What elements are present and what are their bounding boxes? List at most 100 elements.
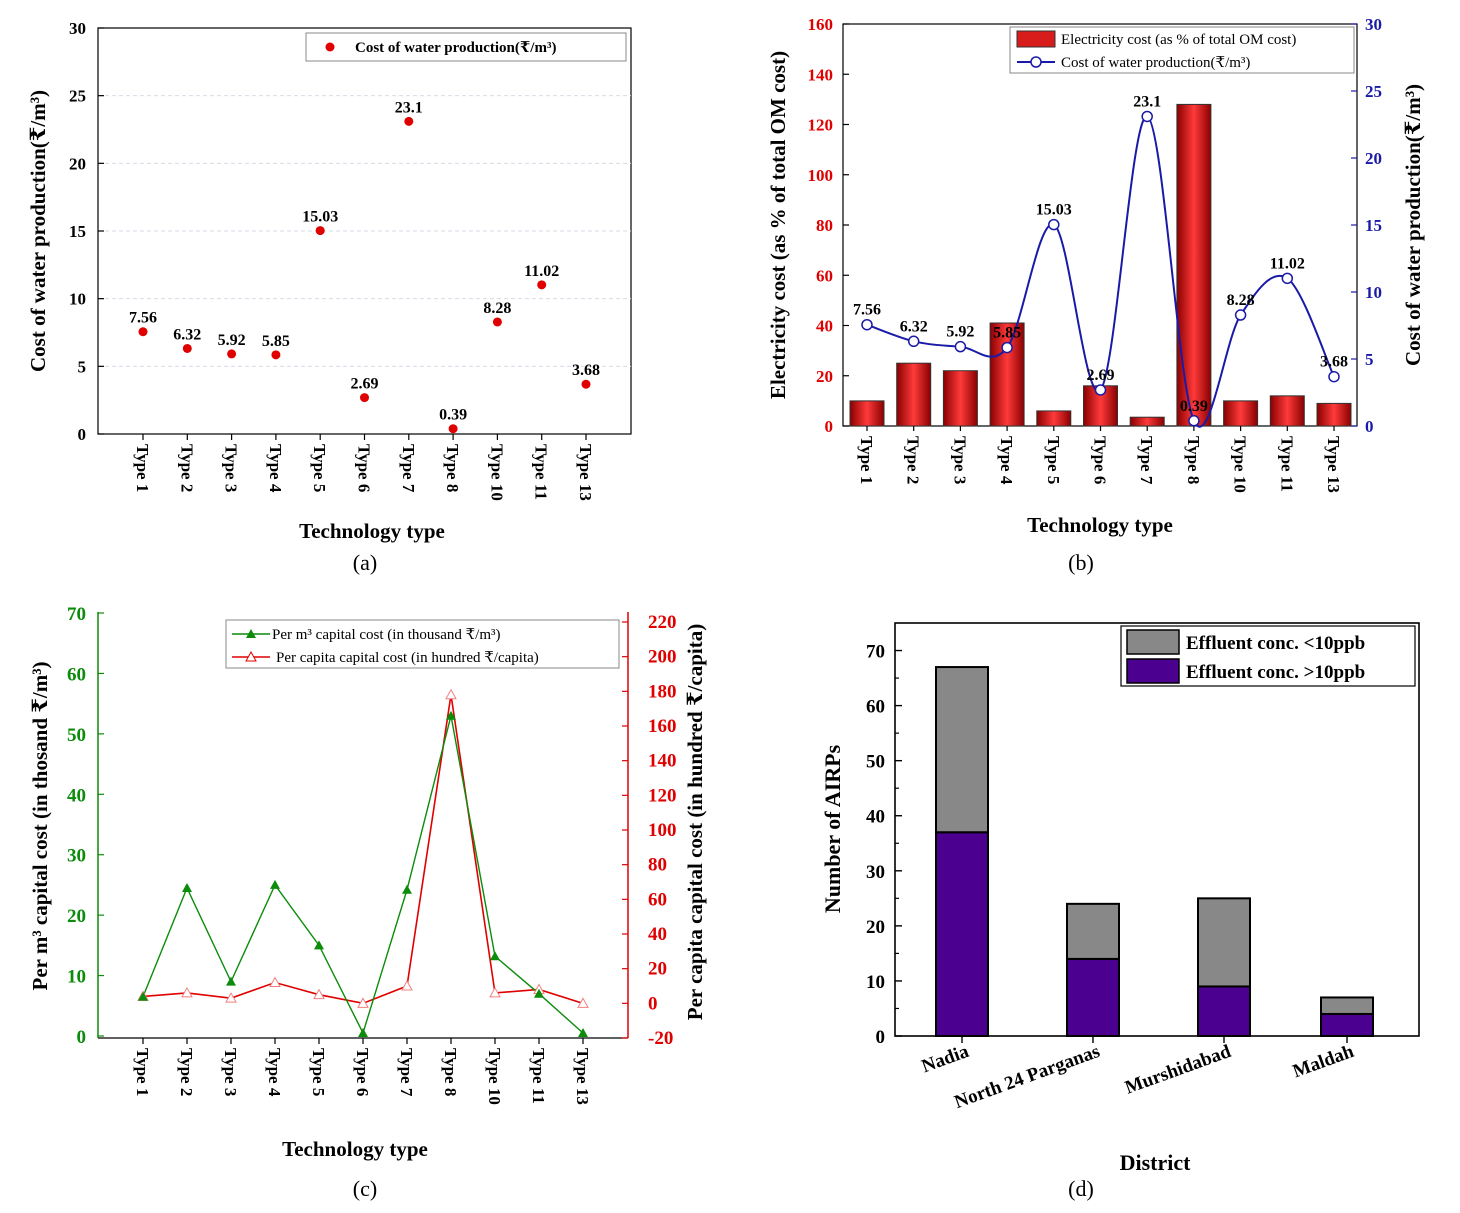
panel-d-bar-above-10ppb [935,831,989,1038]
panel-d-xtick-label: Maldah [1290,1041,1357,1083]
panel-a-data-label: 2.69 [351,376,379,393]
panel-c-legend-red-label: Per capita capital cost (in hundred ₹/ca… [276,650,539,666]
panel-b-line-point [1094,384,1107,396]
panel-b-line-point [907,335,920,348]
panel-b-bar [1316,402,1352,427]
panel-b: 0 20 40 60 80 100 120 140 160 0 5 10 15 20 25 30 7.56 6… [766,15,1425,575]
panel-c-ytick-label: 20 [67,906,86,927]
panel-d-bar-below-10ppb [935,666,989,834]
panel-c-xtick-label: Type 1 [133,1048,152,1096]
panel-c-xtick-label: Type 7 [397,1048,416,1097]
panel-b-ytick-label: 80 [816,216,833,235]
panel-b-data-label: 8.28 [1227,292,1255,309]
panel-b-line-point [1234,309,1247,321]
panel-c-xlabel: Technology type [282,1137,428,1161]
panel-b-xtick-label: Type 2 [904,436,923,484]
panel-a-data-label: 6.32 [173,326,201,343]
panel-b-ytick-right-label: 0 [1365,417,1374,436]
panel-c-per-m3-marker [226,976,236,986]
panel-b-data-label: 5.85 [993,325,1021,342]
panel-a-data-point [182,343,192,353]
panel-d-legend-purple-swatch [1126,658,1180,684]
panel-a-legend-marker [325,42,335,52]
panel-a-ytick-label: 15 [69,222,86,241]
panel-a-data-point [492,317,502,327]
panel-b-ytick-label: 60 [816,266,833,285]
panel-d-xtick-label: Nadia [919,1041,972,1078]
panel-b-ytick-label: 140 [808,65,834,84]
panel-a-xtick-label: Type 8 [443,444,462,492]
panel-c-ytick-label: 70 [67,604,86,625]
panel-d-ytick-label: 40 [866,807,885,828]
panel-a-data-label: 15.03 [302,209,338,226]
panel-b-ytick-right-label: 15 [1365,216,1382,235]
panel-b-ytick-right-label: 25 [1365,82,1382,101]
panel-d-ytick-label: 0 [876,1027,886,1048]
panel-d-legend-purple-label: Effluent conc. >10ppb [1186,662,1365,683]
panel-c-ytick-right-label: 200 [648,647,677,668]
panel-d-xtick-label: North 24 Parganas [952,1041,1103,1113]
panel-a-legend: Cost of water production(₹/m³) [305,32,627,62]
panel-c-xtick-label: Type 3 [221,1048,240,1096]
panel-c-ytick-right-label: 220 [648,612,677,633]
panel-b-ylabel-right: Cost of water production(₹/m³) [1401,84,1425,366]
panel-c: 0 10 20 30 40 50 60 70 -20 0 20 40 60 80 100 120 140 160… [28,604,707,1201]
panel-b-ytick-label: 40 [816,317,833,336]
panel-c-xtick-label: Type 11 [529,1048,548,1104]
panel-c-per-m3-marker [138,991,148,1001]
panel-c-ytick-label: 60 [67,664,86,685]
panel-a-xtick-label: Type 10 [487,444,506,501]
panel-b-line-point [1048,218,1060,231]
panel-b-data-label: 15.03 [1036,202,1072,219]
panel-b-legend-line-label: Cost of water production(₹/m³) [1061,55,1250,71]
panel-a-data-label: 11.02 [524,263,559,280]
panel-c-ytick-label: 0 [77,1027,87,1048]
panel-b-data-label: 2.69 [1087,367,1115,384]
panel-b-ytick-right-label: 10 [1365,283,1382,302]
panel-a-xtick-label: Type 5 [310,444,329,492]
panel-a-ytick-label: 10 [69,290,86,309]
panel-c-per-capita-line [142,694,584,1005]
panel-a-xtick-label: Type 4 [266,444,285,493]
panel-d-ytick-label: 30 [866,862,885,883]
panel-c-xtick-label: Type 10 [485,1048,504,1105]
panel-b-bar [1129,416,1165,427]
panel-b-legend-box [1009,26,1355,74]
panel-b-line-point [1281,272,1294,285]
panel-b-legend: Electricity cost (as % of total OM cost)… [1009,26,1355,74]
panel-c-per-m3-marker [446,710,456,720]
panel-c-ytick-right-label: 160 [648,716,677,737]
panel-b-line-point [861,318,873,331]
panel-a-data-point [404,116,414,126]
panel-c-per-m3-marker [270,879,280,889]
panel-a-ylabel: Cost of water production(₹/m³) [26,90,50,372]
panel-c-caption: (c) [353,1176,377,1201]
panel-d-legend-gray-label: Effluent conc. <10ppb [1186,633,1365,654]
panel-b-bar [989,322,1025,427]
panel-a-xtick-label: Type 1 [133,444,152,492]
panel-c-ytick-right-label: -20 [648,1028,673,1049]
panel-b-line-point [1188,415,1200,427]
panel-d-xlabel: District [1120,1150,1192,1175]
panel-c-per-m3-marker [578,1027,588,1037]
panel-d-bar-below-10ppb [1197,897,1251,988]
panel-b-xtick-label: Type 3 [950,436,969,484]
panel-b-data-label: 23.1 [1133,93,1161,110]
panel-b-ytick-right-label: 20 [1365,149,1382,168]
panel-a-xtick-label: Type 3 [222,444,241,492]
panel-a-data-point [581,379,591,389]
panel-d-bar-above-10ppb [1066,957,1120,1038]
panel-c-per-capita-marker [269,976,281,988]
panel-c-per-m3-marker [402,884,412,894]
panel-c-legend-green-label: Per m³ capital cost (in thousand ₹/m³) [272,627,501,643]
panel-a-data-point [271,350,281,360]
panel-c-ytick-right-label: 40 [648,924,667,945]
panel-c-per-capita-marker [181,986,193,998]
panel-b-legend-bar-swatch [1016,30,1056,48]
panel-d-xtick-label: Murshidabad [1122,1041,1234,1099]
panel-c-ylabel-right: Per capita capital cost (in hundred ₹/ca… [683,624,707,1021]
panel-c-per-capita-marker [401,979,413,991]
panel-a-caption: (a) [353,550,377,575]
panel-c-xtick-label: Type 8 [441,1048,460,1096]
